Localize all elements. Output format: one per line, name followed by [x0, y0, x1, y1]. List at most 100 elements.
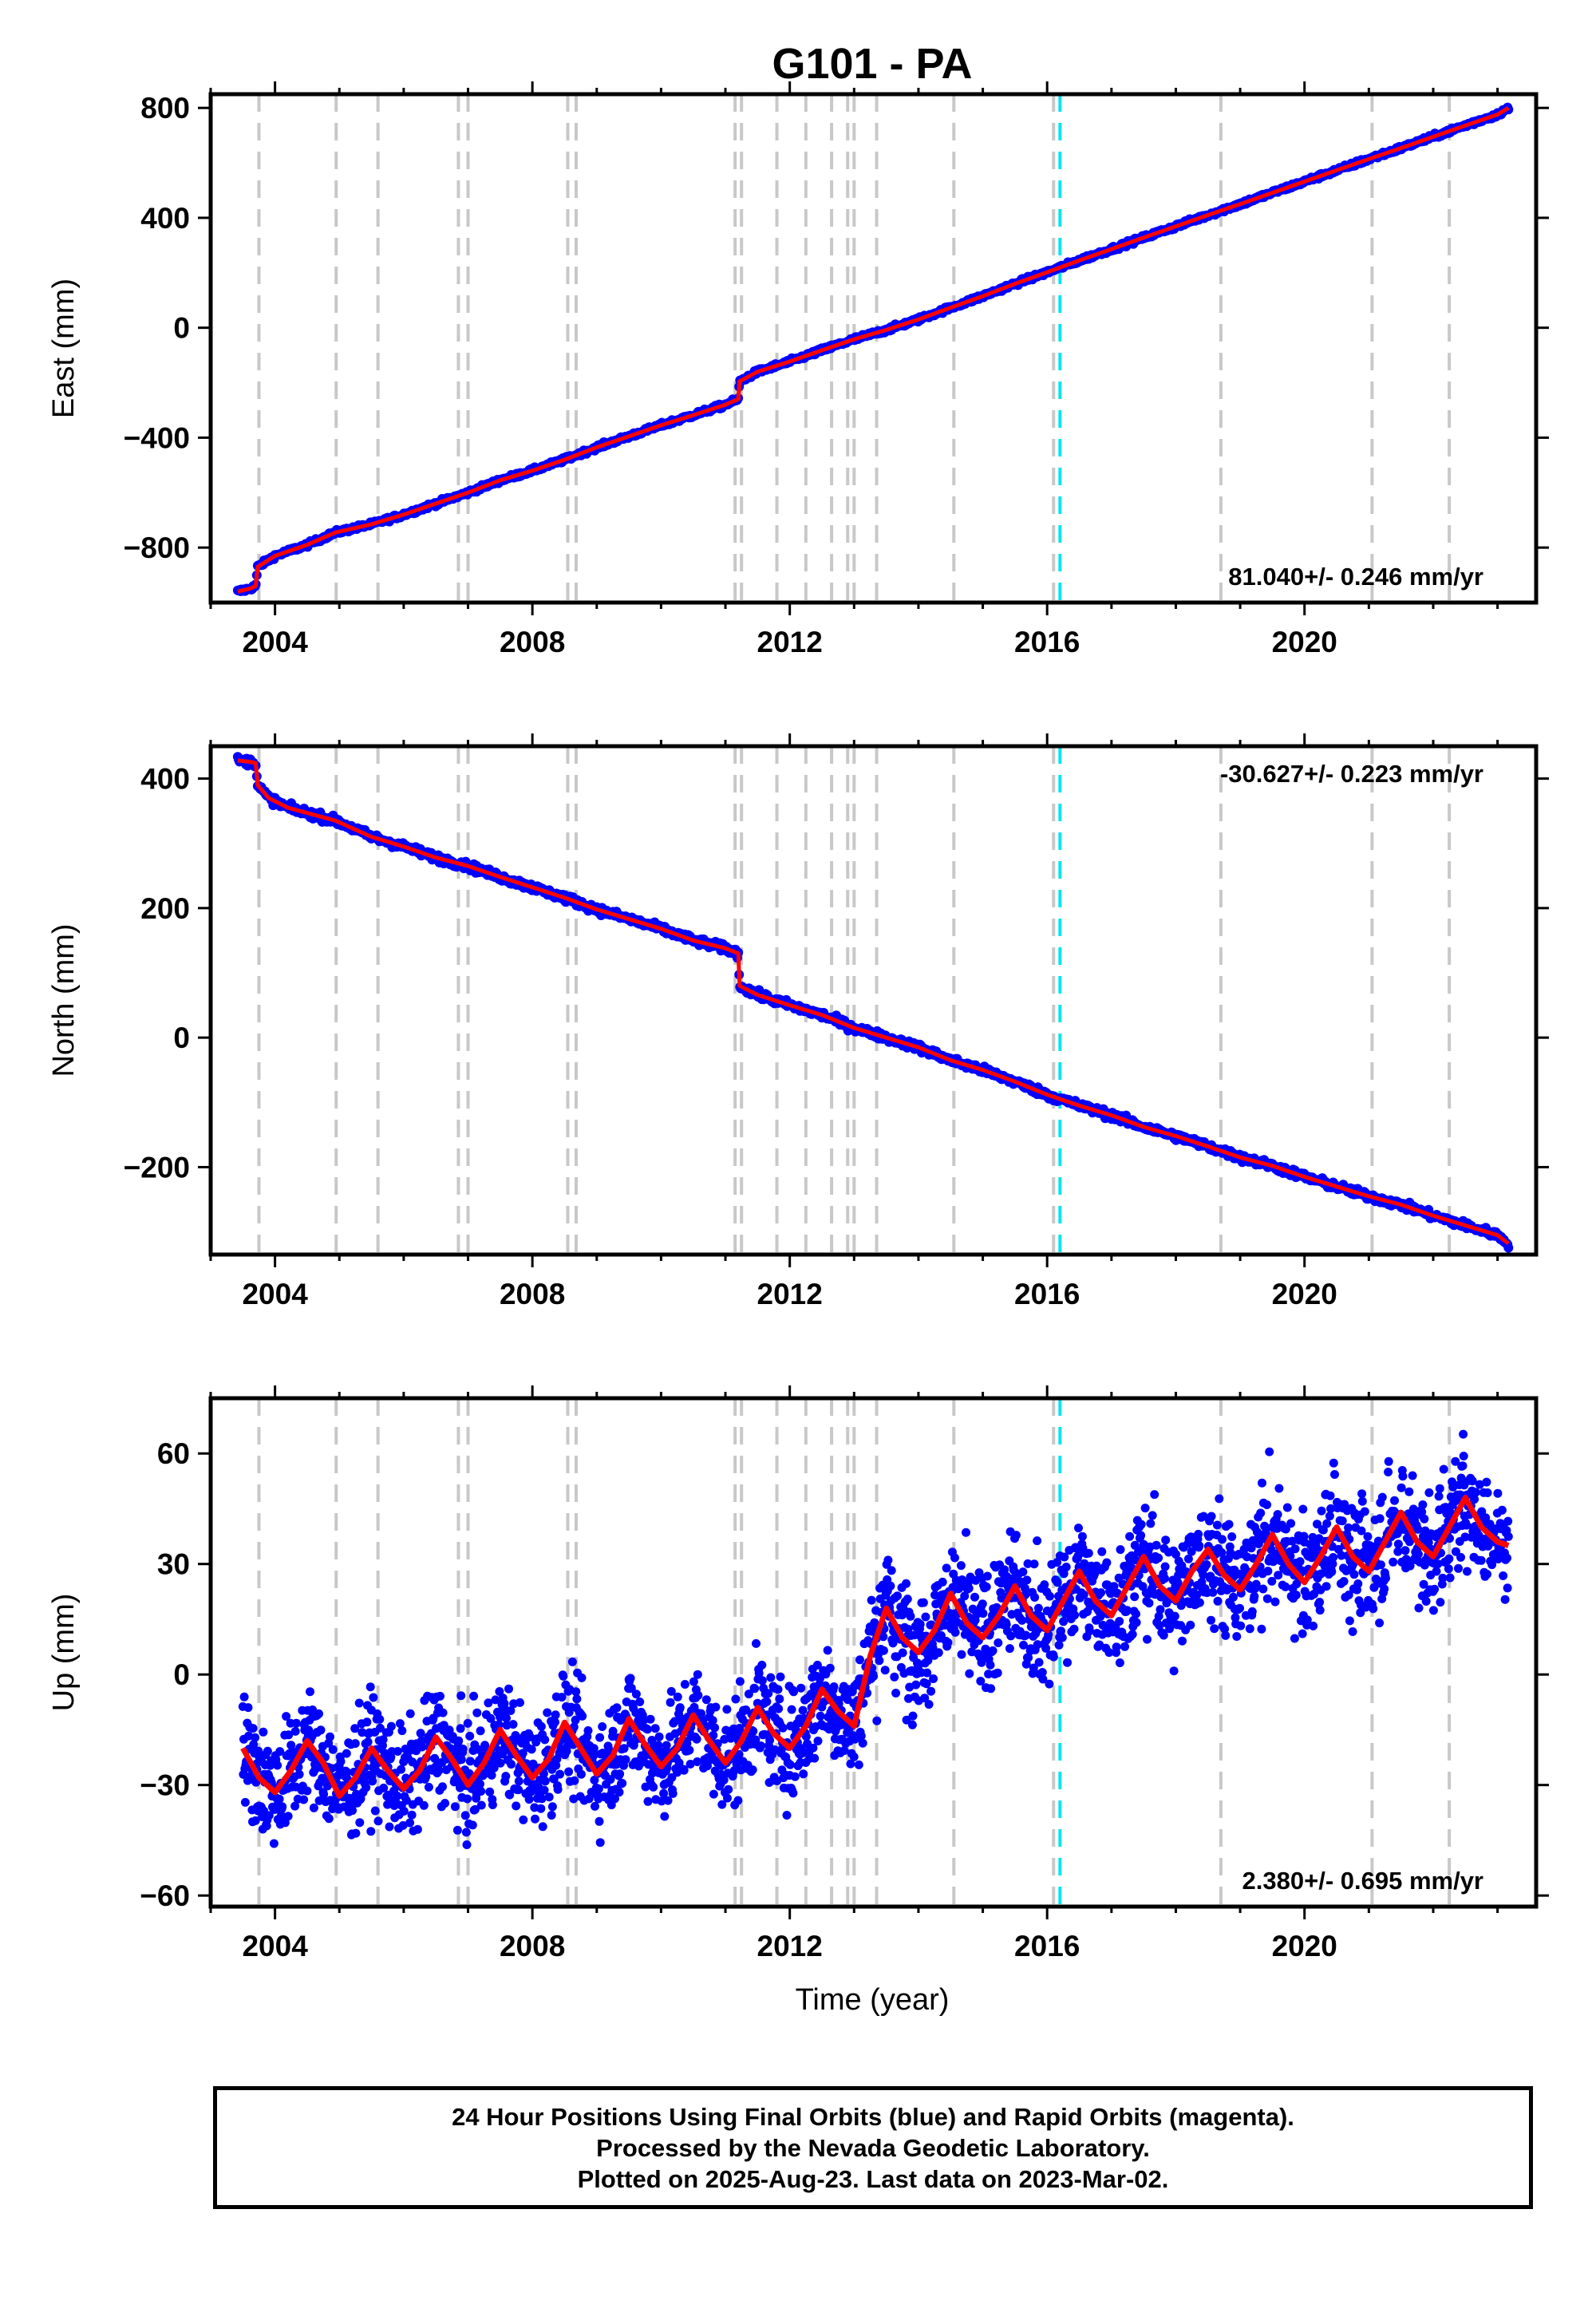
observation-point: [1030, 1593, 1040, 1602]
observation-point: [943, 1638, 953, 1647]
observation-point: [487, 1770, 496, 1780]
observation-point: [709, 1789, 718, 1799]
observation-point: [398, 1820, 408, 1830]
observation-point: [666, 1697, 675, 1707]
observation-point: [239, 1692, 249, 1701]
observation-point: [976, 1677, 986, 1686]
observation-point: [856, 1731, 866, 1741]
observation-point: [543, 1708, 552, 1717]
observation-point: [934, 1648, 943, 1658]
observation-point: [812, 1660, 822, 1670]
observation-point: [498, 1749, 508, 1759]
observation-point: [351, 1828, 361, 1838]
observation-point: [708, 1716, 717, 1725]
observation-point: [701, 1695, 711, 1705]
observation-point: [576, 1769, 586, 1779]
observation-point: [375, 1714, 385, 1724]
y-tick-label: 0: [173, 1022, 190, 1054]
observation-point: [680, 1680, 689, 1689]
observation-point: [549, 1774, 559, 1784]
observation-point: [858, 1738, 867, 1748]
step-lines: [257, 94, 1452, 603]
observation-point: [1195, 1541, 1204, 1551]
observation-point: [553, 1784, 563, 1794]
observation-point: [465, 1731, 475, 1741]
observation-point: [302, 1786, 312, 1796]
observation-point: [929, 1674, 938, 1683]
observation-point: [950, 1553, 959, 1563]
observation-point: [1079, 1590, 1088, 1599]
observation-point: [591, 1801, 599, 1811]
observation-point: [1001, 1620, 1011, 1629]
observation-point: [1136, 1531, 1146, 1540]
observation-point: [1154, 1611, 1163, 1621]
observation-point: [1029, 1559, 1039, 1569]
observation-point: [1033, 1603, 1043, 1613]
observation-point: [405, 1818, 415, 1828]
observation-point: [823, 1646, 832, 1655]
x-tick-label: 2016: [1014, 1278, 1080, 1310]
observation-point: [539, 1785, 549, 1795]
observation-point: [785, 1760, 795, 1769]
observation-point: [924, 1700, 934, 1709]
observation-point: [506, 1706, 516, 1715]
observation-point: [689, 1677, 698, 1686]
observation-point: [610, 1794, 619, 1804]
observation-point: [375, 1723, 385, 1733]
observation-point: [1057, 1633, 1067, 1642]
observation-point: [1061, 1563, 1071, 1571]
observation-point: [666, 1686, 676, 1696]
observation-point: [693, 1690, 703, 1700]
observation-point: [355, 1818, 365, 1828]
observation-point: [908, 1711, 918, 1721]
observation-point: [752, 1638, 760, 1648]
observation-point: [294, 1769, 304, 1779]
observation-point: [440, 1799, 450, 1808]
observation-point: [660, 1812, 670, 1821]
observation-point: [1021, 1630, 1031, 1640]
observation-point: [754, 1669, 764, 1678]
observation-point: [438, 1782, 447, 1792]
observation-point: [527, 1745, 536, 1754]
observation-point: [921, 1612, 930, 1622]
observation-point: [956, 1561, 966, 1571]
observation-point: [724, 1784, 733, 1794]
step-lines: [257, 1398, 1452, 1907]
observation-point: [734, 1749, 744, 1759]
observation-point: [1090, 1569, 1100, 1579]
observation-point: [654, 1741, 663, 1750]
observation-point: [886, 1581, 895, 1591]
observation-point: [336, 1757, 346, 1766]
observation-point: [405, 1709, 415, 1718]
observation-point: [918, 1598, 928, 1607]
rate-annotation: -30.627+/- 0.223 mm/yr: [1220, 760, 1483, 788]
observation-point: [501, 1772, 511, 1781]
observation-point: [1000, 1565, 1009, 1575]
observation-point: [960, 1591, 970, 1601]
observation-point: [915, 1619, 925, 1629]
observation-point: [635, 1697, 645, 1706]
observation-point: [386, 1721, 396, 1731]
observation-point: [424, 1782, 433, 1792]
observation-point: [354, 1698, 364, 1708]
observation-point: [1207, 1512, 1216, 1521]
observation-point: [679, 1765, 689, 1775]
observation-point: [657, 1796, 666, 1806]
observation-point: [465, 1757, 475, 1766]
observation-point: [1018, 1567, 1028, 1577]
observation-point: [757, 1660, 767, 1670]
observation-point: [902, 1715, 911, 1725]
observation-point: [595, 1816, 604, 1826]
observation-point: [1049, 1652, 1058, 1662]
observation-point: [494, 1720, 504, 1729]
observation-point: [399, 1807, 409, 1816]
observation-point: [469, 1691, 479, 1701]
observation-point: [950, 1627, 960, 1637]
observation-point: [1165, 1624, 1175, 1634]
observation-point: [765, 1736, 775, 1745]
observation-point: [496, 1758, 505, 1768]
observation-point: [1195, 1598, 1204, 1607]
observation-point: [284, 1730, 294, 1740]
x-tick-label: 2020: [1272, 1278, 1337, 1310]
